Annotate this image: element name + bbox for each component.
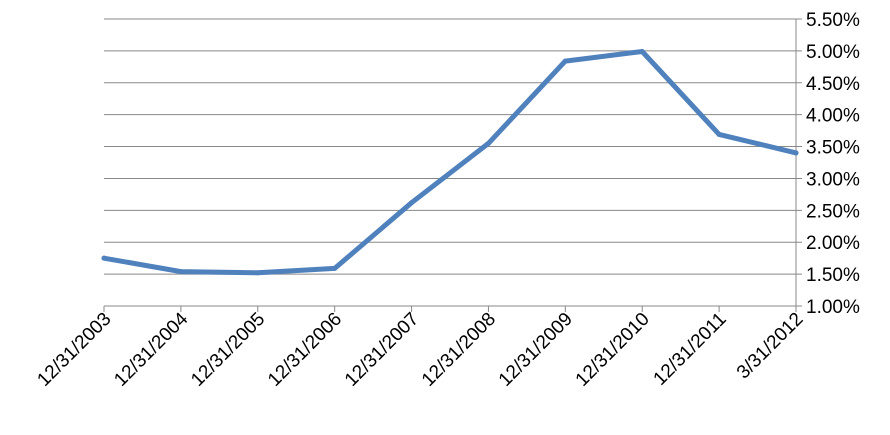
y-tick-labels: 1.00% 1.50% 2.00% 2.50% 3.00% 3.50% 4.00% 4.50%… — [806, 10, 860, 318]
data-point — [793, 150, 799, 156]
x-tick-label: 12/31/2009 — [495, 309, 577, 391]
y-tick-label: 3.00% — [806, 169, 860, 190]
y-tick-label: 4.00% — [806, 106, 860, 127]
series-line — [101, 49, 799, 276]
y-tick-label: 3.50% — [806, 138, 860, 159]
y-tick-label: 5.00% — [806, 42, 860, 63]
gridlines — [104, 18, 802, 307]
x-tick-label: 12/31/2007 — [341, 309, 423, 391]
data-point — [101, 255, 107, 261]
y-tick-label: 5.50% — [806, 10, 860, 31]
data-point — [562, 58, 568, 64]
data-point — [178, 269, 184, 275]
y-tick-label: 2.50% — [806, 201, 860, 222]
axes — [103, 19, 797, 312]
x-tick-label: 12/31/2006 — [264, 309, 346, 391]
x-tick-label: 12/31/2011 — [650, 309, 731, 390]
x-tick-label: 12/31/2010 — [572, 309, 654, 391]
data-point — [716, 131, 722, 137]
x-tick-label: 12/31/2004 — [110, 308, 192, 390]
data-point — [255, 270, 261, 276]
data-point — [409, 200, 415, 206]
x-tick-label: 12/31/2008 — [418, 309, 500, 391]
y-tick-label: 2.00% — [806, 233, 860, 254]
data-point — [639, 49, 645, 55]
data-point — [485, 140, 491, 146]
x-tick-label: 12/31/2005 — [187, 309, 269, 391]
series-layer — [101, 49, 799, 276]
x-tick-label: 3/31/2012 — [733, 309, 808, 384]
data-point — [332, 265, 338, 271]
y-tick-label: 1.00% — [806, 297, 860, 318]
x-tick-labels: 12/31/200312/31/200412/31/200512/31/2006… — [33, 308, 807, 390]
y-tick-label: 1.50% — [806, 265, 860, 286]
y-tick-label: 4.50% — [806, 74, 860, 95]
x-tick-label: 12/31/2003 — [33, 309, 115, 391]
